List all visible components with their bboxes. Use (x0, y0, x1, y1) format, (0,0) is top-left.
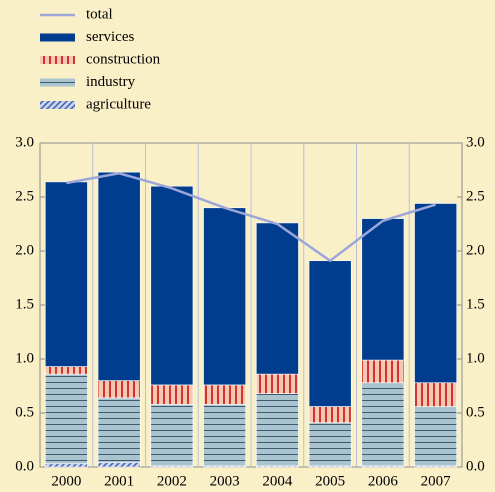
bar-segment (203, 207, 247, 386)
bar-segment (361, 359, 405, 384)
bar-segment (308, 422, 352, 467)
legend-label: construction (86, 51, 161, 67)
bar-segment (414, 203, 458, 384)
y-tick-label: 0.5 (15, 404, 34, 420)
bar-segment (255, 222, 299, 375)
bar-segment (44, 463, 88, 468)
bar-segment (97, 171, 141, 381)
bar-segment (255, 373, 299, 394)
x-tick-label: 2006 (368, 473, 399, 489)
y2-tick-label: 1.5 (466, 296, 485, 312)
bar-segment (97, 380, 141, 399)
bar-segment (255, 393, 299, 467)
legend-label: agriculture (86, 96, 151, 112)
bar-segment (203, 384, 247, 405)
y-tick-label: 0.0 (15, 458, 34, 474)
x-tick-label: 2007 (421, 473, 452, 489)
bar-segment (44, 181, 88, 367)
bar-segment (150, 384, 194, 405)
y2-tick-label: 0.5 (466, 404, 485, 420)
bar-segment (44, 373, 88, 465)
legend-swatch (40, 56, 75, 64)
y-tick-label: 1.0 (15, 350, 34, 366)
bar-segment (203, 404, 247, 467)
x-tick-label: 2004 (262, 473, 293, 489)
legend-swatch (40, 33, 75, 42)
x-tick-label: 2005 (315, 473, 345, 489)
y-tick-label: 2.5 (15, 188, 34, 204)
bar-segment (97, 462, 141, 468)
legend-label: industry (86, 74, 136, 90)
bar-segment (361, 382, 405, 467)
y-tick-label: 2.0 (15, 242, 34, 258)
y2-tick-label: 2.5 (466, 188, 485, 204)
bar-segment (150, 185, 194, 386)
y2-tick-label: 1.0 (466, 350, 485, 366)
y2-tick-label: 0.0 (466, 458, 485, 474)
legend-label: services (86, 29, 134, 45)
bar-segment (150, 404, 194, 467)
bar-segment (414, 406, 458, 467)
legend-swatch (40, 101, 75, 109)
x-tick-label: 2003 (210, 473, 240, 489)
total-line (66, 171, 436, 263)
y-tick-label: 3.0 (15, 134, 34, 150)
bar-segment (361, 218, 405, 361)
bar-segment (97, 397, 141, 463)
y2-tick-label: 2.0 (466, 242, 485, 258)
bar-segment (44, 366, 88, 375)
x-tick-label: 2000 (51, 473, 81, 489)
legend-label: total (86, 6, 113, 22)
bar-segment (308, 406, 352, 424)
y-tick-label: 1.5 (15, 296, 34, 312)
bar-segment (414, 382, 458, 407)
x-tick-label: 2002 (157, 473, 187, 489)
x-tick-label: 2001 (104, 473, 134, 489)
bar-segment (308, 260, 352, 407)
y2-tick-label: 3.0 (466, 134, 485, 150)
legend-swatch (40, 78, 75, 87)
